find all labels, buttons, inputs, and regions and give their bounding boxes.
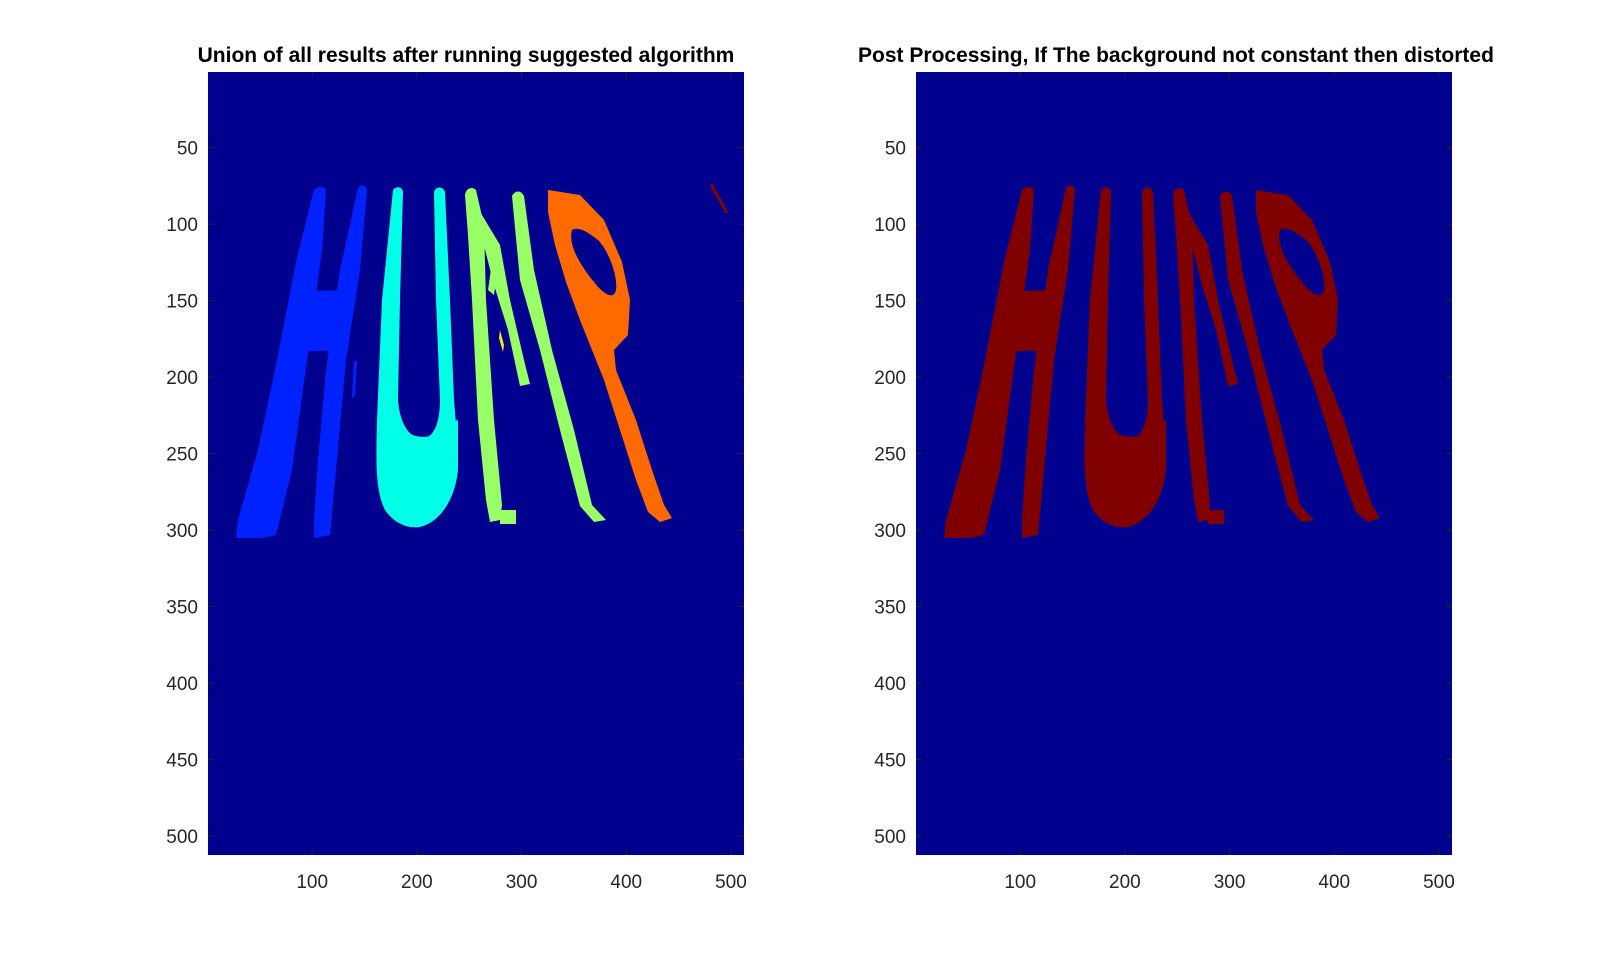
right-letter-u: [1084, 187, 1166, 528]
left-panel-title: Union of all results after running sugge…: [198, 44, 735, 67]
right-x-tick-label: 200: [1109, 872, 1141, 893]
left-letter-u: [376, 187, 458, 528]
right-y-tick-label: 150: [874, 292, 906, 313]
left-x-tick-label: 200: [401, 872, 433, 893]
right-x-tick-label: 100: [1004, 872, 1036, 893]
left-y-tick-label: 400: [166, 674, 198, 695]
right-y-tick-label: 50: [885, 139, 906, 160]
right-panel-title: Post Processing, If The background not c…: [858, 44, 1494, 67]
right-panel: Post Processing, If The background not c…: [858, 44, 1494, 855]
right-x-tick-label: 300: [1214, 872, 1246, 893]
left-x-tick-label: 500: [715, 872, 747, 893]
right-y-tick-label: 250: [874, 445, 906, 466]
left-y-tick-label: 200: [166, 368, 198, 389]
left-x-tick-label: 100: [296, 872, 328, 893]
right-letter-m: [1173, 187, 1314, 524]
left-letter-m: [465, 187, 606, 524]
left-letter-h: [236, 185, 367, 539]
right-y-tick-label: 350: [874, 597, 906, 618]
right-x-tick-label: 400: [1318, 872, 1350, 893]
right-letter-r: [1256, 190, 1380, 522]
left-x-tick-label: 300: [506, 872, 538, 893]
right-letters: [944, 185, 1380, 539]
left-y-tick-label: 50: [177, 139, 198, 160]
left-y-tick-label: 500: [166, 827, 198, 848]
left-y-tick-label: 300: [166, 521, 198, 542]
right-y-tick-label: 100: [874, 215, 906, 236]
left-y-tick-label: 350: [166, 597, 198, 618]
right-letter-h: [944, 185, 1075, 539]
left-x-tick-label: 400: [610, 872, 642, 893]
left-y-tick-label: 250: [166, 445, 198, 466]
right-y-tick-label: 450: [874, 750, 906, 771]
right-y-tick-label: 200: [874, 368, 906, 389]
left-y-tick-label: 450: [166, 750, 198, 771]
left-artifact-yellow: [499, 330, 504, 352]
axes-layer: 100 200 300 400 500 50 100 150 200 250 300 350 400 45…: [166, 72, 1455, 893]
right-x-tick-label: 500: [1423, 872, 1455, 893]
left-panel: Union of all results after running sugge…: [198, 44, 744, 855]
right-y-tick-label: 500: [874, 827, 906, 848]
right-y-tick-label: 400: [874, 674, 906, 695]
right-y-tick-label: 300: [874, 521, 906, 542]
left-artifact-red: [710, 183, 728, 214]
left-letter-r: [548, 190, 672, 522]
left-y-tick-label: 100: [166, 215, 198, 236]
left-y-tick-label: 150: [166, 292, 198, 313]
